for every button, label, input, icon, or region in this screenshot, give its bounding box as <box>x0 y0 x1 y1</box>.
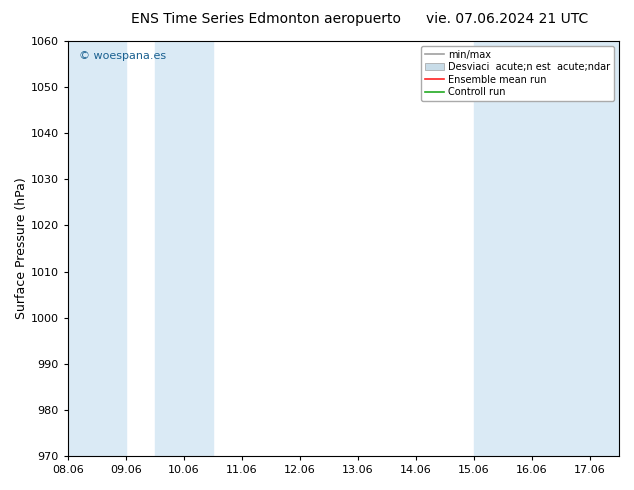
Bar <box>155 41 213 456</box>
Text: ENS Time Series Edmonton aeropuerto: ENS Time Series Edmonton aeropuerto <box>131 12 401 26</box>
Bar <box>39 41 126 456</box>
Text: vie. 07.06.2024 21 UTC: vie. 07.06.2024 21 UTC <box>426 12 588 26</box>
Bar <box>474 41 561 456</box>
Bar <box>561 41 619 456</box>
Y-axis label: Surface Pressure (hPa): Surface Pressure (hPa) <box>15 178 28 319</box>
Legend: min/max, Desviaci  acute;n est  acute;ndar, Ensemble mean run, Controll run: min/max, Desviaci acute;n est acute;ndar… <box>421 46 614 101</box>
Text: © woespana.es: © woespana.es <box>79 51 166 61</box>
